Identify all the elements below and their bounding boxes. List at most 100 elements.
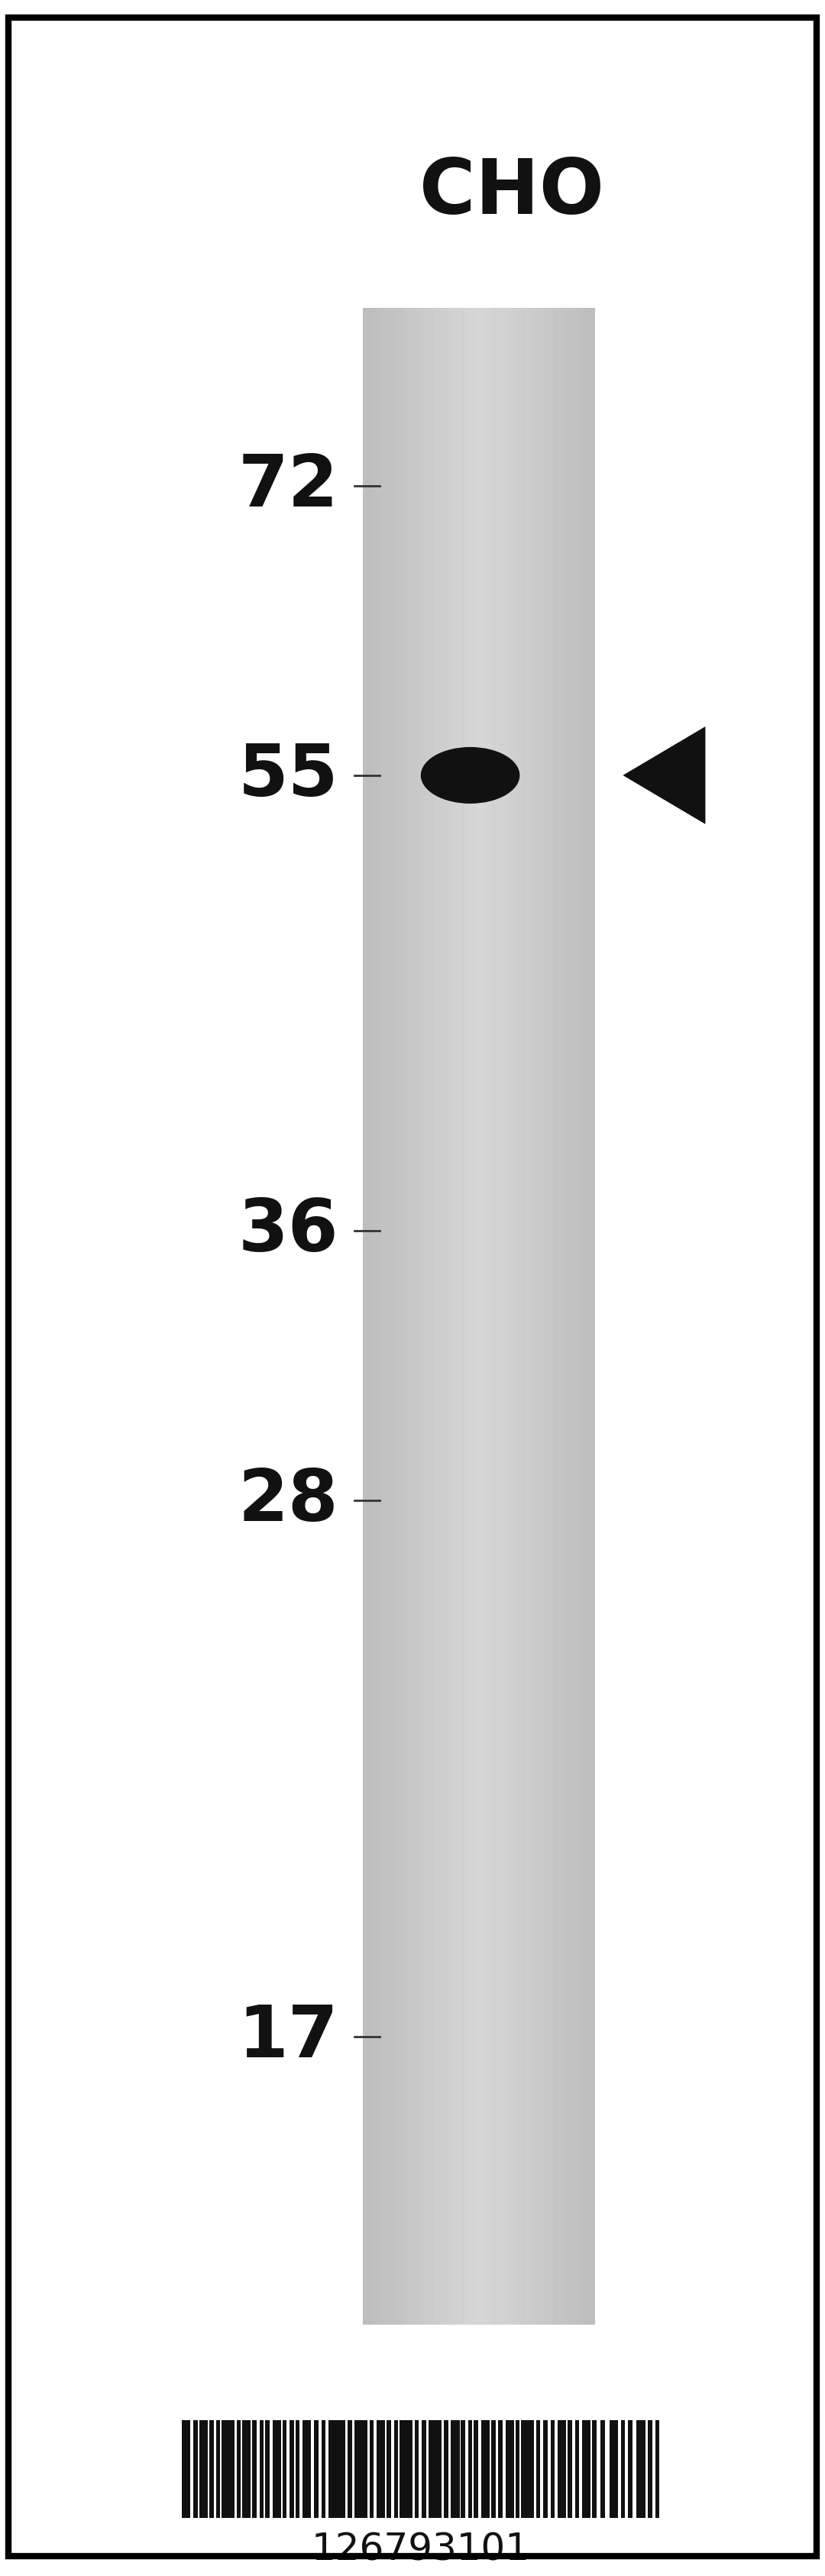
Bar: [444, 309, 449, 2326]
Bar: [559, 309, 564, 2326]
Bar: [382, 309, 387, 2326]
Bar: [237, 2419, 241, 2517]
Bar: [498, 2419, 502, 2517]
Bar: [409, 309, 414, 2326]
Bar: [521, 309, 526, 2326]
Bar: [620, 2419, 625, 2517]
Bar: [436, 309, 441, 2326]
Bar: [417, 309, 422, 2326]
Text: 55: 55: [238, 742, 338, 811]
Bar: [363, 309, 368, 2326]
Bar: [422, 2419, 426, 2517]
Bar: [272, 2419, 281, 2517]
Bar: [405, 309, 410, 2326]
Bar: [590, 309, 595, 2326]
Bar: [425, 309, 429, 2326]
Bar: [210, 2419, 214, 2517]
Bar: [540, 309, 544, 2326]
Bar: [463, 309, 468, 2326]
Bar: [637, 2419, 645, 2517]
Bar: [506, 2419, 514, 2517]
Bar: [568, 2419, 572, 2517]
Bar: [601, 2419, 605, 2517]
Bar: [328, 2419, 346, 2517]
Bar: [509, 309, 514, 2326]
Bar: [440, 309, 445, 2326]
Bar: [399, 2419, 412, 2517]
Bar: [451, 2419, 460, 2517]
Bar: [414, 2419, 419, 2517]
Bar: [517, 309, 521, 2326]
Bar: [428, 309, 433, 2326]
Bar: [481, 2419, 490, 2517]
Bar: [290, 2419, 294, 2517]
Bar: [486, 309, 491, 2326]
Bar: [648, 2419, 653, 2517]
Bar: [563, 309, 568, 2326]
Bar: [260, 2419, 264, 2517]
Bar: [655, 2419, 659, 2517]
Bar: [413, 309, 417, 2326]
Bar: [529, 309, 533, 2326]
Bar: [375, 309, 380, 2326]
Bar: [199, 2419, 208, 2517]
Bar: [548, 309, 553, 2326]
Bar: [587, 309, 591, 2326]
Bar: [386, 309, 391, 2326]
Text: CHO: CHO: [419, 155, 604, 229]
Bar: [429, 2419, 442, 2517]
Bar: [370, 2419, 374, 2517]
Bar: [347, 2419, 351, 2517]
Bar: [398, 309, 403, 2326]
Bar: [483, 309, 487, 2326]
Bar: [536, 2419, 540, 2517]
Bar: [571, 309, 576, 2326]
Bar: [471, 309, 475, 2326]
Bar: [536, 309, 541, 2326]
Bar: [474, 2419, 478, 2517]
Text: 36: 36: [238, 1195, 338, 1267]
Bar: [490, 309, 495, 2326]
Text: 17: 17: [238, 2002, 338, 2071]
Bar: [544, 309, 549, 2326]
Bar: [303, 2419, 311, 2517]
Bar: [295, 2419, 299, 2517]
Bar: [379, 309, 383, 2326]
Bar: [491, 2419, 495, 2517]
Bar: [525, 309, 530, 2326]
Bar: [377, 2419, 385, 2517]
Bar: [394, 2419, 398, 2517]
Bar: [552, 309, 556, 2326]
Ellipse shape: [421, 747, 520, 804]
Bar: [460, 309, 464, 2326]
Bar: [467, 309, 472, 2326]
Bar: [497, 309, 502, 2326]
Bar: [355, 2419, 368, 2517]
Bar: [243, 2419, 251, 2517]
Bar: [193, 2419, 198, 2517]
Bar: [282, 2419, 287, 2517]
Bar: [502, 309, 507, 2326]
Bar: [567, 309, 572, 2326]
Bar: [402, 309, 406, 2326]
Bar: [494, 309, 498, 2326]
Bar: [550, 2419, 554, 2517]
Bar: [390, 309, 394, 2326]
Bar: [222, 2419, 234, 2517]
Bar: [474, 309, 479, 2326]
Bar: [521, 2419, 534, 2517]
Bar: [543, 2419, 548, 2517]
Bar: [516, 2419, 520, 2517]
Bar: [478, 309, 483, 2326]
Bar: [181, 2419, 190, 2517]
Bar: [461, 2419, 465, 2517]
Bar: [367, 309, 371, 2326]
Bar: [578, 309, 583, 2326]
Bar: [432, 309, 437, 2326]
Bar: [448, 309, 452, 2326]
Bar: [455, 309, 460, 2326]
Bar: [421, 309, 426, 2326]
Bar: [321, 2419, 326, 2517]
Bar: [387, 2419, 391, 2517]
Bar: [575, 2419, 579, 2517]
